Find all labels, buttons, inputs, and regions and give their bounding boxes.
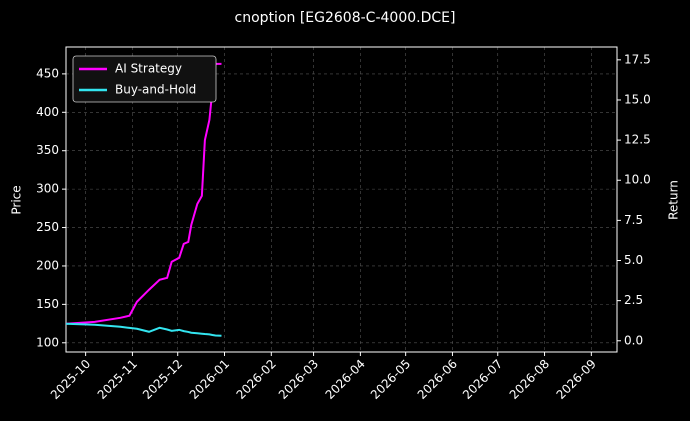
x-tick-label: 2026-04: [323, 357, 368, 402]
x-tick-label: 2026-03: [276, 357, 321, 402]
x-tick-label: 2026-06: [415, 357, 460, 402]
x-tick-label: 2025-11: [95, 357, 140, 402]
x-tick-label: 2026-05: [368, 357, 413, 402]
y2-tick-label: 5.0: [624, 253, 643, 267]
x-tick-label: 2025-10: [48, 357, 93, 402]
y2-tick-label: 7.5: [624, 213, 643, 227]
x-tick-label: 2026-01: [187, 357, 232, 402]
y-tick-label: 300: [36, 182, 59, 196]
y2-tick-label: 12.5: [624, 133, 651, 147]
y2-axis-label: Return: [667, 180, 681, 220]
legend-label: Buy-and-Hold: [115, 83, 196, 97]
y-tick-label: 150: [36, 297, 59, 311]
y2-tick-label: 2.5: [624, 293, 643, 307]
x-tick-label: 2026-02: [234, 357, 279, 402]
legend-box: [72, 55, 217, 103]
y-tick-label: 250: [36, 220, 59, 234]
legend-label: AI Strategy: [115, 62, 182, 76]
chart-title: cnoption [EG2608-C-4000.DCE]: [235, 10, 456, 26]
y-tick-label: 350: [36, 143, 59, 157]
y2-tick-label: 15.0: [624, 92, 651, 106]
line-series: [65, 62, 222, 325]
x-tick-label: 2025-12: [140, 357, 185, 402]
y2-tick-label: 0.0: [624, 333, 643, 347]
line-series: [65, 322, 222, 337]
y-axis-label: Price: [10, 185, 24, 214]
y2-tick-label: 10.0: [624, 173, 651, 187]
y-tick-label: 450: [36, 66, 59, 80]
y-tick-label: 100: [36, 335, 59, 349]
y-tick-label: 200: [36, 258, 59, 272]
y2-tick-label: 17.5: [624, 52, 651, 66]
plot-frame: [65, 46, 618, 353]
x-tick-label: 2026-09: [554, 357, 599, 402]
y-tick-label: 400: [36, 105, 59, 119]
x-tick-label: 2026-08: [507, 357, 552, 402]
x-tick-label: 2026-07: [460, 357, 505, 402]
